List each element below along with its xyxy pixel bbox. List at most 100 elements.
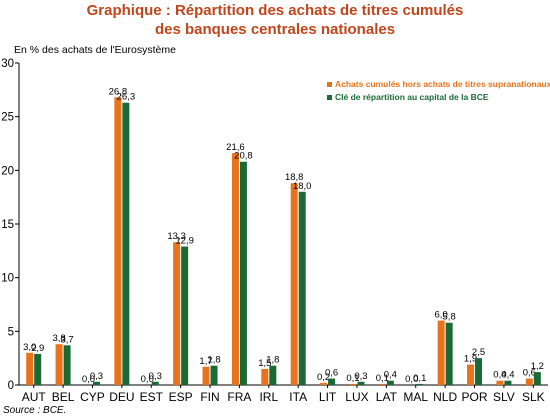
data-label: 0,4 — [384, 370, 397, 381]
bar-cle — [357, 381, 365, 385]
data-label: 6,0 — [435, 310, 448, 321]
data-label: 0,2 — [317, 372, 330, 383]
y-tick-label: 10 — [1, 273, 14, 285]
category-label: LAT — [376, 390, 398, 404]
category-label: POR — [462, 390, 488, 404]
data-label: 26,8 — [109, 86, 128, 97]
category-label: LUX — [345, 390, 368, 404]
data-label: 12,9 — [175, 236, 194, 247]
y-axis-unit-label: En % des achats de l'Eurosystème — [14, 44, 176, 56]
bar-cle — [533, 372, 541, 385]
bar-achats — [467, 364, 475, 385]
y-tick-label: 20 — [1, 165, 14, 177]
data-label: 0,0 — [405, 374, 418, 385]
category-label: LIT — [319, 390, 337, 404]
data-label: 21,6 — [226, 142, 245, 153]
bar-cle — [416, 383, 424, 385]
bar-cle — [328, 378, 336, 385]
data-label: 18,0 — [293, 181, 312, 192]
data-label: 1,9 — [464, 354, 477, 365]
data-label: 1,2 — [531, 361, 544, 372]
data-label: 1,5 — [258, 358, 271, 369]
chart-title: Graphique : Répartition des achats de ti… — [86, 2, 464, 19]
legend-swatch — [327, 95, 332, 100]
bar-cle — [63, 345, 71, 385]
bar-cle — [386, 380, 394, 385]
bar-cle — [210, 365, 218, 385]
data-label: 5,8 — [443, 312, 456, 323]
data-label: 3,8 — [52, 333, 65, 344]
data-label: 0,4 — [493, 370, 506, 381]
chart-subtitle: des banques centrales nationales — [154, 21, 396, 38]
data-label: 0,1 — [413, 373, 426, 384]
category-label: ITA — [289, 390, 307, 404]
category-label: SLV — [493, 390, 515, 404]
bar-cle — [475, 358, 483, 385]
y-tick-label: 30 — [1, 58, 14, 70]
bar-achats — [525, 378, 533, 385]
y-tick-label: 5 — [8, 326, 14, 338]
bar-cle — [122, 102, 130, 386]
data-label: 0,3 — [354, 371, 367, 382]
category-label: DEU — [109, 390, 134, 404]
bar-achats — [173, 242, 181, 385]
bar-cle — [34, 353, 42, 385]
data-label: 0,3 — [90, 371, 103, 382]
legend-label: Achats cumulés hors achats de titres sup… — [335, 79, 550, 89]
data-label: 20,8 — [234, 151, 253, 162]
bar-achats — [378, 383, 386, 385]
data-label: 3,7 — [60, 334, 73, 345]
category-label: CYP — [80, 390, 105, 404]
bar-cle — [504, 380, 512, 385]
category-label: FRA — [227, 390, 251, 404]
category-label: MAL — [403, 390, 428, 404]
data-label: 1,7 — [199, 356, 212, 367]
data-label: 0,1 — [346, 373, 359, 384]
data-label: 0,6 — [325, 368, 338, 379]
data-label: 0,3 — [149, 371, 162, 382]
data-label: 2,5 — [472, 347, 485, 358]
source-note: Source : BCE. — [3, 405, 67, 416]
data-label: 18,8 — [285, 172, 304, 183]
data-label: 1,8 — [266, 355, 279, 366]
bar-achats — [349, 383, 357, 385]
data-label: 0,1 — [376, 373, 389, 384]
category-label: ESP — [169, 390, 193, 404]
data-label: 0,4 — [501, 370, 514, 381]
category-label: SLK — [522, 390, 545, 404]
bar-achats — [261, 368, 269, 385]
data-label: 3,0 — [23, 342, 36, 353]
y-tick-label: 25 — [1, 112, 14, 124]
bar-achats — [114, 97, 122, 385]
data-label: 26,3 — [117, 92, 136, 103]
category-label: NLD — [433, 390, 457, 404]
bar-cle — [239, 161, 247, 385]
bar-achats — [231, 153, 239, 385]
bar-cle — [298, 191, 306, 385]
bar-achats — [55, 344, 63, 385]
legend-label: Clé de répartition au capital de la BCE — [335, 92, 489, 102]
data-label: 1,8 — [207, 355, 220, 366]
bar-cle — [151, 381, 159, 385]
bar-achats — [320, 382, 328, 385]
category-label: IRL — [259, 390, 278, 404]
bar-achats — [202, 366, 210, 385]
data-label: 0,0 — [141, 374, 154, 385]
bar-achats — [437, 320, 445, 385]
bar-cle — [92, 381, 100, 385]
bar-cle — [445, 322, 453, 385]
bar-achats — [26, 352, 34, 385]
bar-achats — [290, 183, 298, 385]
bar-cle — [269, 365, 277, 385]
category-label: BEL — [52, 390, 75, 404]
bar-cle — [181, 246, 189, 385]
legend-swatch — [327, 82, 332, 87]
y-tick-label: 0 — [8, 380, 14, 392]
data-label: 0,6 — [523, 368, 536, 379]
category-label: AUT — [22, 390, 47, 404]
category-label: FIN — [200, 390, 219, 404]
data-label: 2,9 — [31, 343, 44, 354]
category-label: EST — [140, 390, 164, 404]
bar-achats — [496, 380, 504, 385]
